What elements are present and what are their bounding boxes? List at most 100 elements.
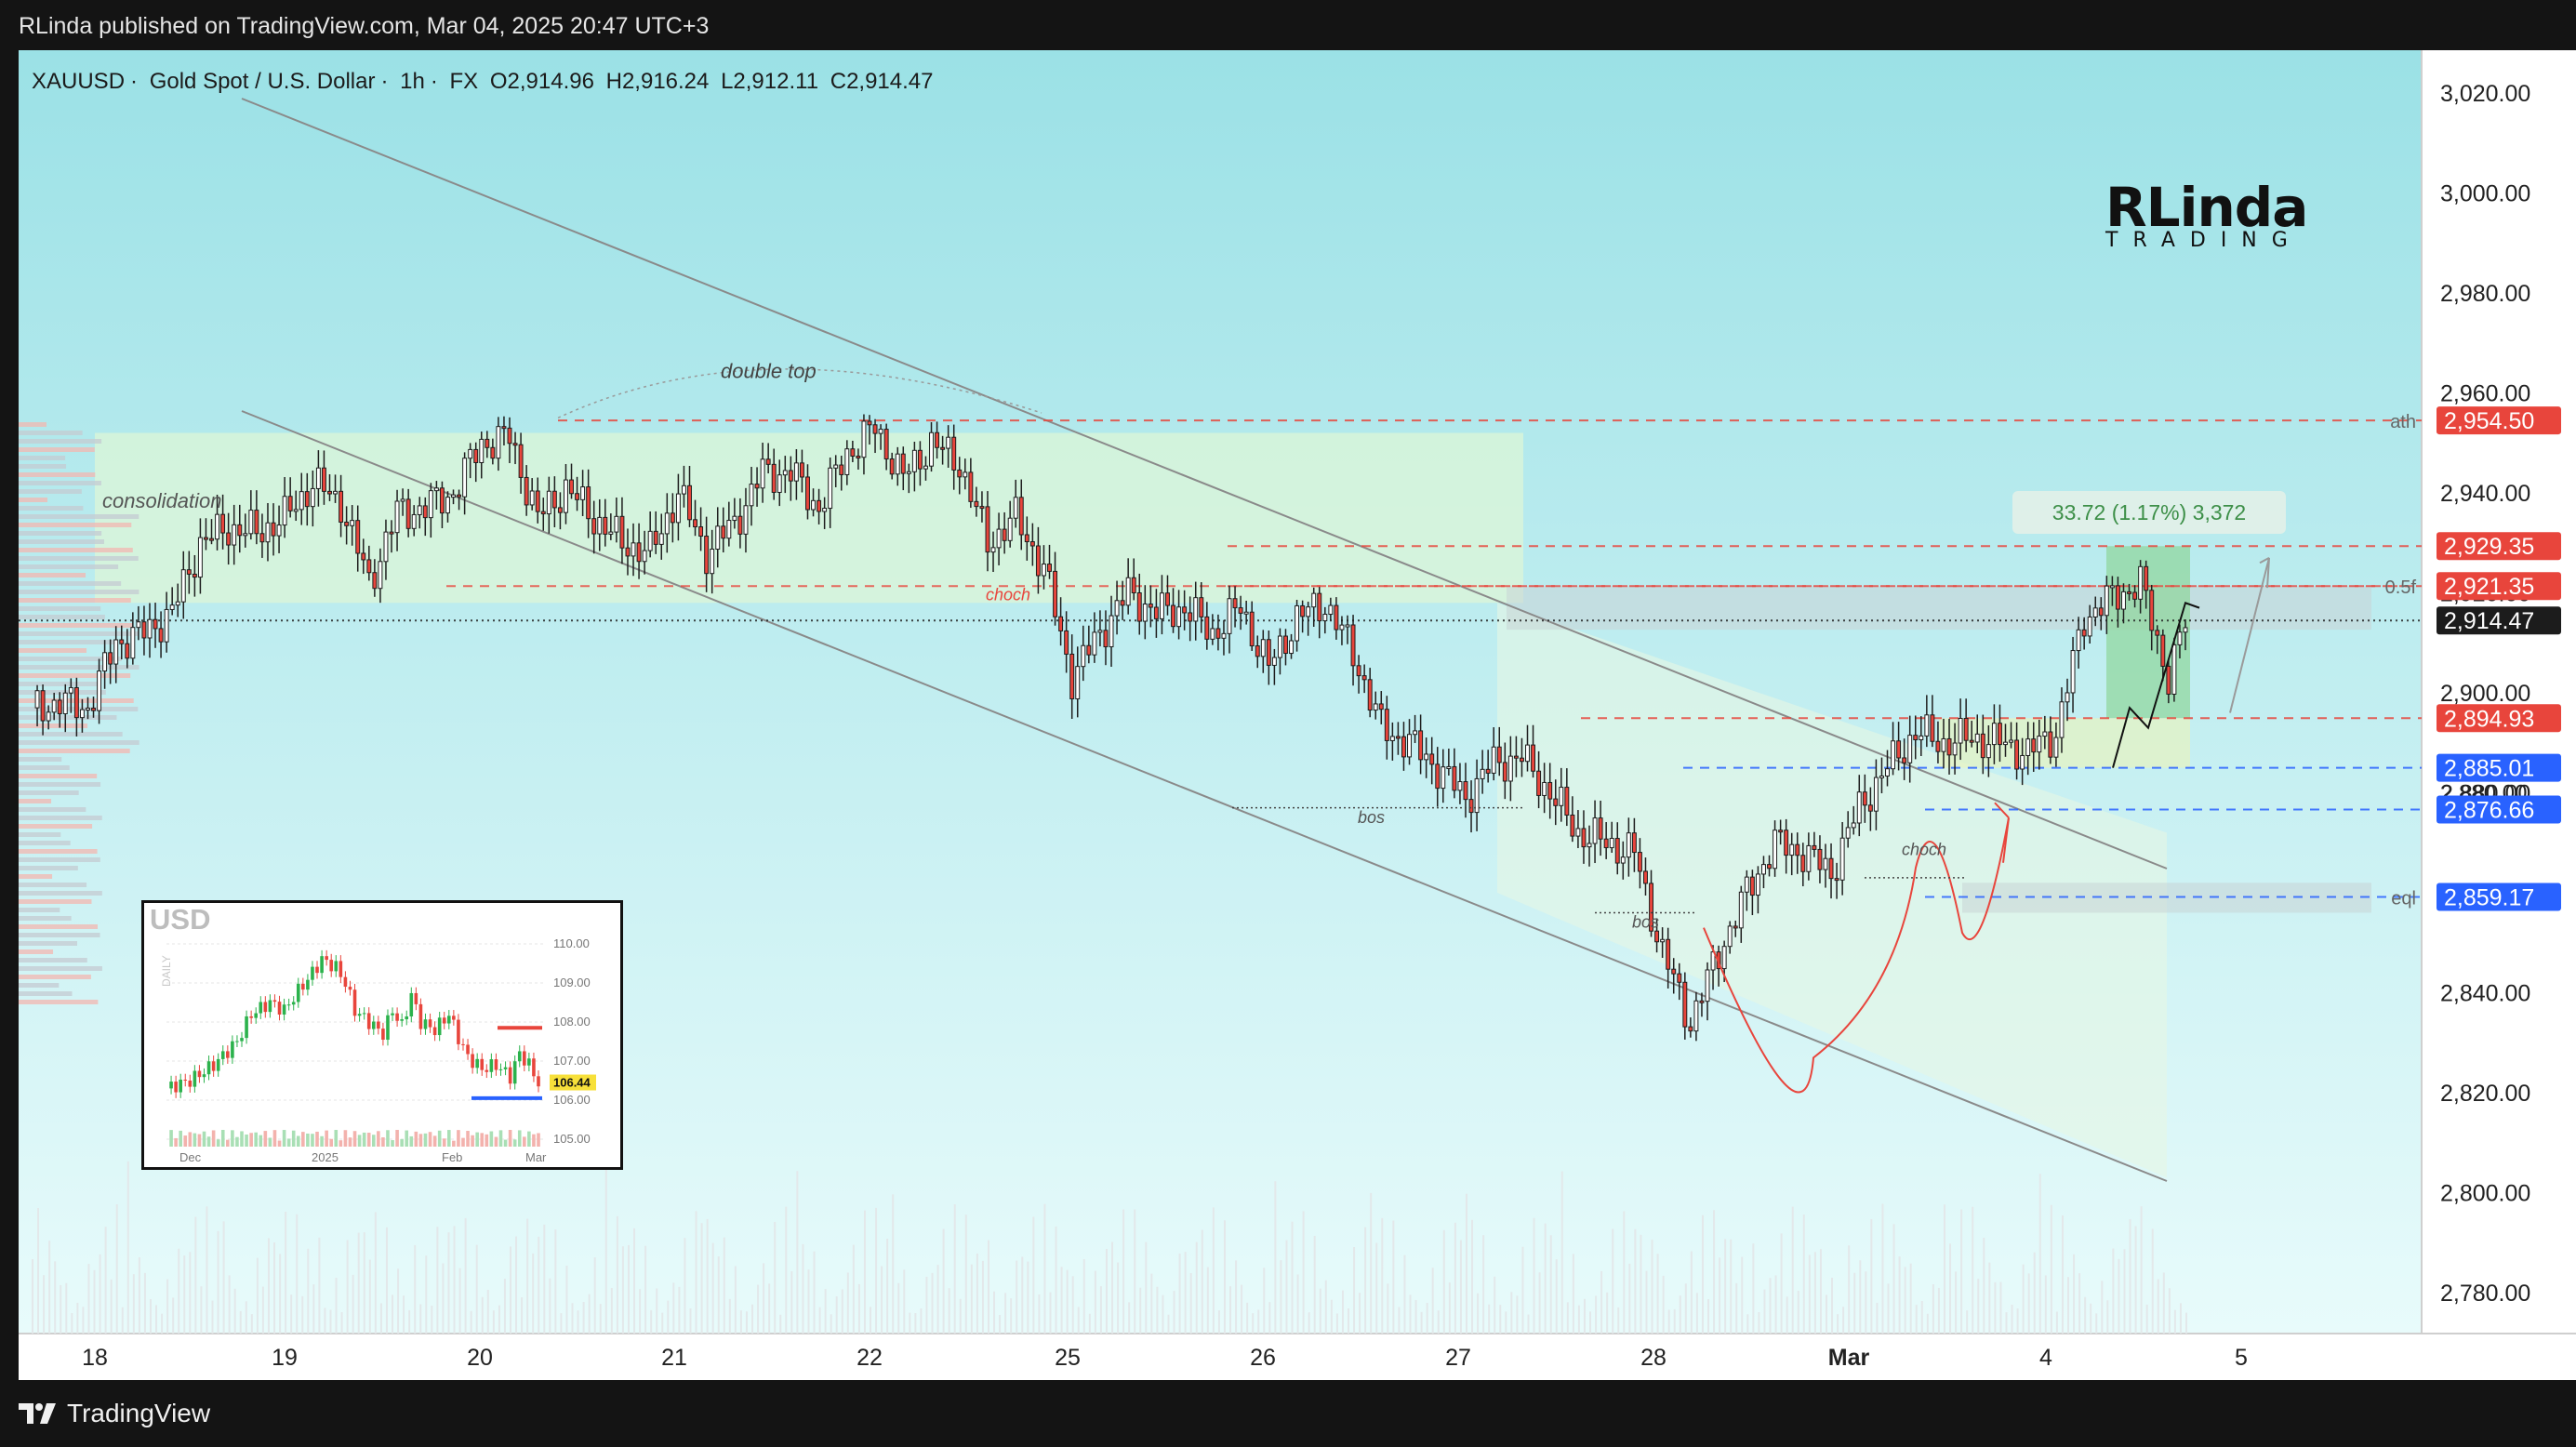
volume-bar	[706, 1218, 709, 1334]
volume-bar	[1707, 1298, 1710, 1334]
candle-bear	[1778, 830, 1784, 833]
volume-bar	[1330, 1299, 1333, 1334]
candle-bull	[642, 550, 647, 563]
candle-bull	[2009, 739, 2014, 743]
inset-volume-bar	[169, 1130, 173, 1147]
candle-bull	[1081, 644, 1086, 668]
time-axis[interactable]: 18 19 20 21 22 25 26 27 28 Mar 4 5	[82, 1345, 2248, 1371]
inset-date-label: 2025	[312, 1150, 339, 1164]
volume-bar	[99, 1254, 101, 1334]
measure-tool-label[interactable]: 33.72 (1.17%) 3,372	[2012, 491, 2286, 534]
candle-bear	[485, 438, 490, 448]
volume-bar	[1381, 1217, 1384, 1334]
volume-bar	[2033, 1252, 2036, 1334]
volume-bar	[425, 1255, 428, 1334]
volume-bar	[104, 1227, 107, 1334]
volume-bar	[149, 1299, 152, 1334]
inset-volume-bar	[249, 1133, 253, 1147]
inset-candle	[537, 1076, 540, 1087]
volume-bar	[1010, 1298, 1013, 1334]
volume-bar	[1454, 1222, 1456, 1334]
candle-bull	[990, 547, 996, 553]
volume-bar	[2118, 1258, 2120, 1334]
candle-bull	[2020, 754, 2025, 770]
volume-profile-row	[19, 774, 98, 778]
candle-bear	[1688, 1026, 1693, 1032]
candle-bear	[1401, 736, 1406, 758]
volume-bar	[1055, 1226, 1057, 1334]
inset-volume-bar	[325, 1130, 328, 1147]
candle-bear	[220, 513, 226, 534]
inset-volume-bar	[437, 1130, 442, 1147]
price-tick-label: 2,840.00	[2440, 981, 2530, 1007]
candle-bull	[1845, 827, 1851, 839]
volume-profile-row	[19, 975, 91, 979]
horizontal-levels[interactable]	[19, 419, 2422, 898]
volume-bar	[1111, 1241, 1114, 1334]
drawings-layer[interactable]	[557, 368, 2270, 1094]
inset-volume-bar	[362, 1132, 366, 1147]
candle-bear	[1784, 830, 1789, 856]
volume-profile-row	[19, 447, 95, 452]
inset-volume-bar	[485, 1134, 489, 1147]
inset-candle	[220, 1051, 225, 1059]
candle-bull	[2138, 565, 2144, 600]
volume-bar	[695, 1211, 697, 1334]
volume-bar	[717, 1256, 720, 1334]
candle-bull	[749, 484, 754, 507]
volume-bar	[115, 1204, 118, 1334]
price-axis-background	[2422, 50, 2576, 1334]
volume-bar	[633, 1228, 636, 1334]
chart-area[interactable]: consolidation double top choch bos bos choch …	[19, 50, 2576, 1380]
volume-bar	[1813, 1252, 1816, 1334]
channel-upper-line	[241, 98, 2168, 870]
candle-bull	[1525, 744, 1530, 763]
volume-bar	[374, 1212, 377, 1334]
volume-profile-row	[19, 874, 53, 879]
candle-bear	[2115, 585, 2120, 610]
volume-bar	[1420, 1311, 1423, 1334]
inset-candle	[366, 1013, 371, 1029]
tradingview-logo[interactable]: TradingView	[19, 1399, 210, 1428]
channel-lower-line	[241, 410, 2168, 1182]
inset-volume-bar	[512, 1139, 517, 1147]
volume-bar	[959, 1298, 962, 1334]
volume-bar	[1837, 1314, 1839, 1334]
volume-bar	[672, 1282, 675, 1334]
legend-interval: 1h	[400, 69, 425, 94]
volume-bar	[723, 1237, 725, 1334]
volume-bar	[1038, 1294, 1041, 1334]
inset-price-label: 106.44	[553, 1076, 591, 1090]
volume-bar	[964, 1215, 967, 1334]
volume-bar	[1212, 1207, 1215, 1334]
volume-profile-row	[19, 657, 122, 661]
legend-low: L2,912.11	[721, 69, 819, 94]
candle-bull	[1626, 832, 1631, 858]
volume-bar	[414, 1244, 417, 1334]
volume-bar	[818, 1307, 821, 1334]
volume-bar	[250, 1314, 253, 1334]
inset-candle	[169, 1082, 173, 1089]
inset-volume-bar	[508, 1130, 512, 1147]
channel-fill	[1497, 603, 2167, 1178]
candle-bull	[546, 490, 551, 515]
volume-bar	[458, 1268, 461, 1334]
candle-bull	[1311, 592, 1317, 608]
candle-bear	[1553, 798, 1559, 806]
candle-bull	[147, 618, 153, 639]
black-projection-path	[2112, 601, 2200, 768]
volume-bar	[352, 1274, 354, 1334]
volume-bar	[307, 1248, 310, 1334]
volume-profile-row	[19, 949, 54, 954]
inset-candle	[391, 1013, 394, 1016]
volume-profile-row	[19, 682, 100, 686]
volume-bar	[1600, 1270, 1603, 1334]
candle-bull	[169, 604, 175, 610]
volume-bar	[1206, 1267, 1209, 1334]
volume-bar	[616, 1215, 618, 1334]
inset-candle	[461, 1043, 465, 1045]
volume-bar	[1178, 1253, 1181, 1334]
descending-channel[interactable]	[241, 98, 2168, 1182]
volume-bar	[1150, 1273, 1153, 1334]
